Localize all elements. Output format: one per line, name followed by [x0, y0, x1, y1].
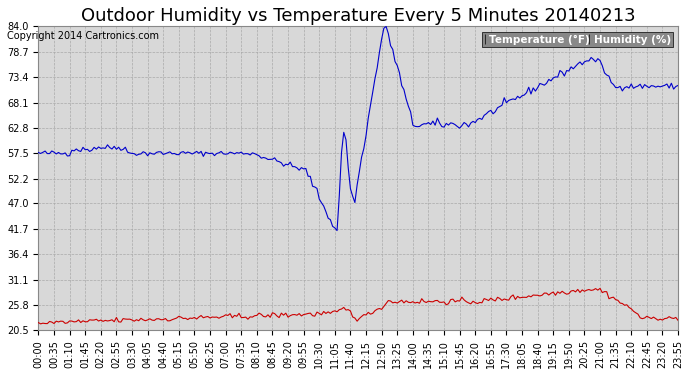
Title: Outdoor Humidity vs Temperature Every 5 Minutes 20140213: Outdoor Humidity vs Temperature Every 5 …	[81, 7, 635, 25]
Text: Copyright 2014 Cartronics.com: Copyright 2014 Cartronics.com	[7, 32, 159, 41]
Legend: Temperature (°F), Humidity (%): Temperature (°F), Humidity (%)	[482, 32, 673, 47]
